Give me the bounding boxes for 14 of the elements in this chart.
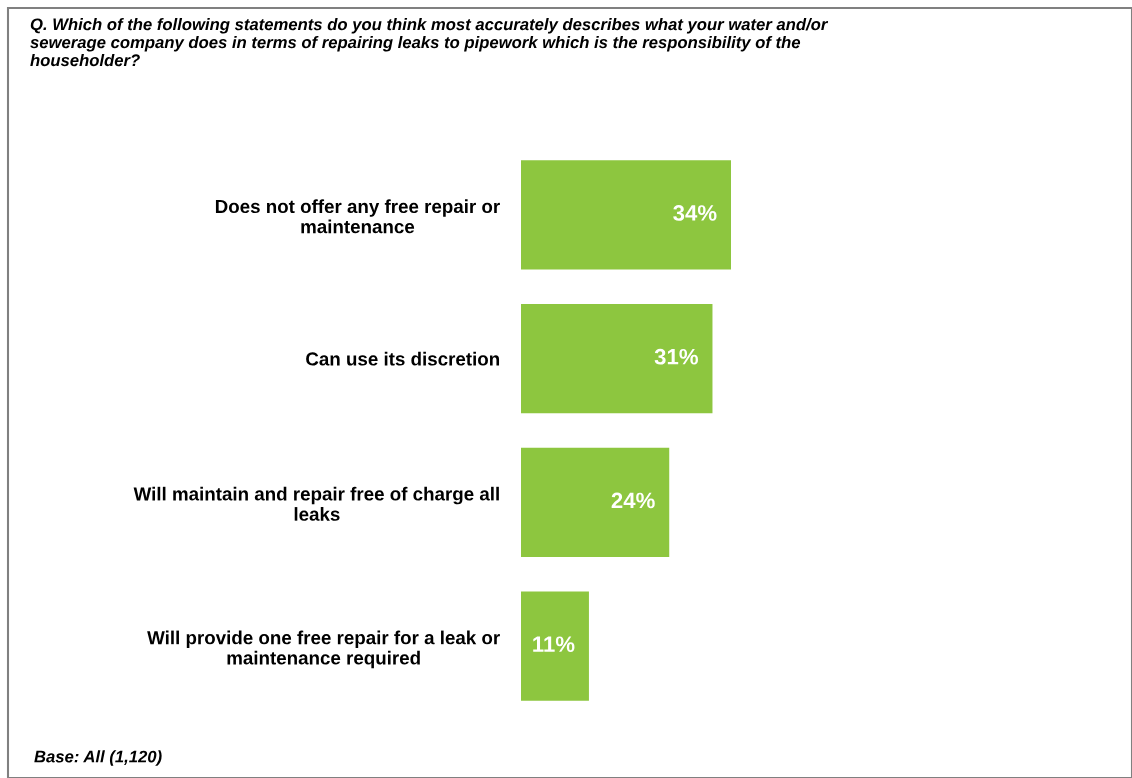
data-label: 31% [654,348,698,365]
chart-title: Q. Which of the following statements do you think most accurately describes what your water and/or sewerage company does in terms of repairing leaks to pipework which is the responsibility of the householder? [30,18,829,67]
bar [521,304,713,414]
y-tick-label: Can use its discretion [306,351,500,366]
data-label: 34% [673,205,717,221]
text: Base: All (1,120) [34,750,162,766]
bar [521,591,589,701]
y-tick-label: Will provide one free repair for a leak or maintenance required [147,630,500,669]
data-label: 24% [611,492,655,509]
bar [521,160,731,270]
y-tick-label: Does not offer any free repair or maintenance [215,199,500,234]
data-label: 11% [533,636,575,653]
bar [521,447,670,557]
y-tick-label: Will maintain and repair free of charge all leaks [133,486,499,521]
